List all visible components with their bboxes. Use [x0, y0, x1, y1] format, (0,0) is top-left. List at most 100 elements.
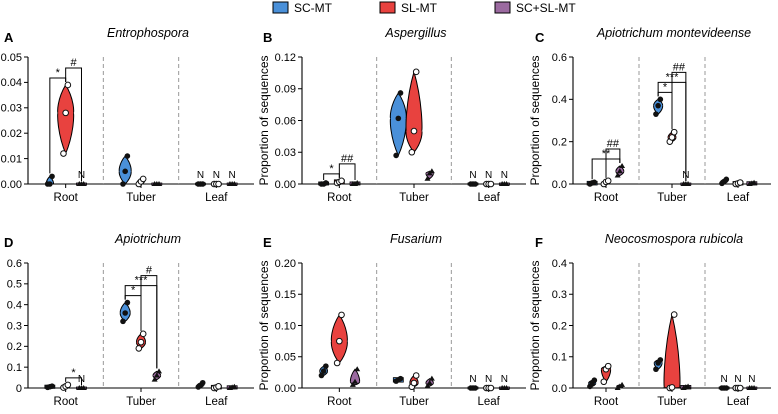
- annotation-label: N: [485, 170, 492, 181]
- significance-label: ##: [607, 138, 620, 150]
- y-tick-label: 0.2: [552, 136, 567, 148]
- violin: [663, 314, 681, 389]
- data-point: [120, 181, 126, 187]
- y-tick-label: 0.20: [275, 258, 296, 270]
- x-tick-label: Root: [327, 396, 352, 408]
- violin: [405, 70, 423, 154]
- data-point: [412, 68, 420, 76]
- y-tick-label: 0.0: [552, 383, 567, 395]
- data-point: [349, 381, 356, 387]
- data-point: [426, 380, 433, 385]
- data-point: [122, 168, 128, 175]
- panel-f: F Neocosmospora rubicola Proportion of seq…: [528, 232, 771, 408]
- data-point: [151, 376, 158, 382]
- y-tick-label: 0.00: [1, 179, 22, 191]
- x-tick-label: Tuber: [399, 396, 429, 408]
- x-tick-label: Tuber: [657, 192, 687, 204]
- annotation-label: N: [501, 374, 508, 385]
- y-tick-label: 0.06: [275, 115, 296, 127]
- y-tick-label: 0.12: [275, 52, 296, 64]
- panel-letter: B: [263, 30, 272, 45]
- chart-title: Aspergillus: [384, 26, 446, 40]
- data-point: [231, 383, 238, 389]
- data-point: [487, 180, 495, 188]
- data-point: [49, 383, 55, 389]
- data-point: [616, 168, 623, 174]
- data-point: [428, 168, 435, 174]
- y-tick-label: 0.1: [552, 352, 567, 364]
- y-tick-label: 0.3: [552, 289, 567, 301]
- data-point: [472, 181, 478, 187]
- y-tick-label: 0.09: [275, 84, 296, 96]
- x-tick-label: Root: [54, 192, 79, 204]
- y-tick-label: 0: [16, 383, 22, 395]
- data-point: [670, 311, 678, 318]
- y-tick-label: 0.01: [1, 153, 22, 165]
- y-tick-label: 0.03: [1, 103, 22, 115]
- data-point: [393, 152, 399, 159]
- data-point: [410, 379, 418, 387]
- legend-label: SL-MT: [401, 1, 438, 15]
- panel-a: AEntrophosporaProportion of sequences0.0…: [1, 26, 254, 204]
- data-point: [657, 96, 664, 103]
- data-point: [122, 310, 128, 316]
- data-point: [619, 163, 626, 169]
- x-tick-label: Root: [594, 396, 619, 408]
- data-point: [428, 375, 435, 381]
- data-point: [395, 115, 402, 122]
- data-point: [655, 102, 661, 109]
- data-point: [472, 385, 478, 391]
- significance-bracket: [140, 275, 158, 369]
- annotation-label: N: [197, 170, 204, 181]
- data-point: [614, 172, 621, 178]
- y-axis-label: Proportion of sequences: [528, 55, 542, 185]
- chart-title: Fusarium: [390, 232, 442, 246]
- data-point: [354, 366, 361, 372]
- data-point: [62, 109, 69, 117]
- y-tick-label: 0.6: [7, 258, 22, 270]
- data-point: [135, 345, 143, 352]
- data-point: [199, 181, 206, 187]
- significance-label: *: [329, 163, 334, 175]
- annotation-label: N: [734, 374, 741, 385]
- y-tick-label: 0.15: [275, 289, 296, 301]
- data-point: [591, 179, 598, 186]
- data-point: [215, 180, 222, 188]
- data-point: [397, 90, 404, 96]
- data-point: [685, 383, 692, 389]
- y-tick-label: 0.05: [1, 52, 22, 64]
- panel-c: C Apiotrichum montevideense Proportion of …: [528, 26, 771, 204]
- annotation-label: N: [748, 374, 755, 385]
- x-tick-label: Leaf: [477, 192, 500, 204]
- y-tick-label: 0.00: [275, 179, 296, 191]
- data-point: [354, 179, 361, 185]
- chart-title: Apiotrichum: [114, 232, 181, 246]
- y-tick-label: 0.04: [1, 77, 22, 89]
- x-tick-label: Tuber: [126, 192, 156, 204]
- x-tick-label: Root: [594, 192, 619, 204]
- legend-item: SC-MT: [272, 1, 333, 15]
- data-point: [410, 127, 418, 135]
- data-point: [323, 180, 329, 186]
- legend-item: SL-MT: [379, 1, 438, 15]
- y-axis-label: Proportion of sequences: [257, 55, 271, 185]
- data-point: [685, 181, 692, 186]
- legend-label: SC+SL-MT: [516, 1, 576, 15]
- data-point: [503, 385, 510, 390]
- data-point: [397, 375, 404, 382]
- annotation-label: N: [213, 170, 220, 181]
- data-point: [49, 173, 55, 180]
- data-point: [657, 357, 664, 363]
- significance-bracket: [605, 148, 621, 178]
- panel-letter: C: [535, 30, 545, 45]
- data-point: [124, 299, 131, 306]
- x-tick-label: Tuber: [399, 192, 429, 204]
- data-point: [600, 378, 608, 386]
- x-tick-label: Leaf: [205, 192, 228, 204]
- y-tick-label: 0.00: [275, 383, 296, 395]
- significance-label: *: [56, 67, 61, 79]
- data-point: [723, 176, 730, 183]
- violin: [389, 92, 407, 157]
- y-tick-label: 0.03: [275, 147, 296, 159]
